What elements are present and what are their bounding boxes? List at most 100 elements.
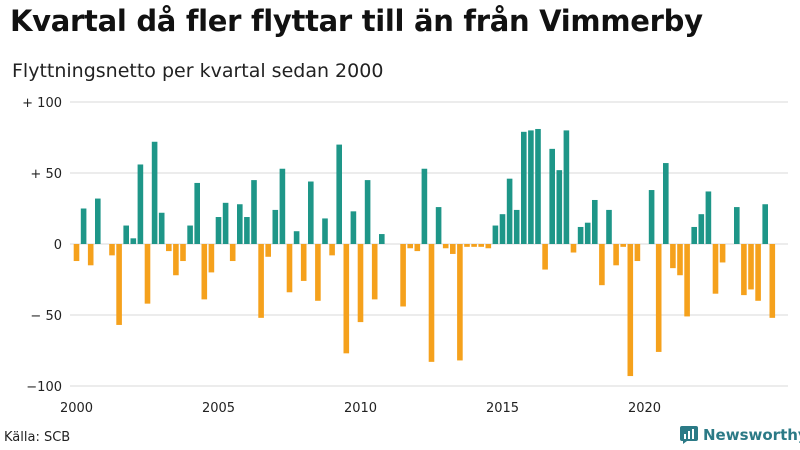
bar xyxy=(379,234,385,244)
bar xyxy=(357,244,364,323)
bar xyxy=(343,244,350,354)
x-tick-label: 2000 xyxy=(60,401,93,416)
bar xyxy=(421,168,428,244)
chart-logo-icon xyxy=(680,426,698,444)
brand-logo[interactable]: Newsworthy xyxy=(680,426,800,444)
bar xyxy=(464,244,470,247)
bar xyxy=(116,244,122,325)
bar xyxy=(755,244,761,301)
bar xyxy=(577,226,584,244)
y-tick-label: −100 xyxy=(26,380,62,395)
y-tick-label: − 50 xyxy=(30,309,62,324)
bar xyxy=(435,207,442,244)
bar xyxy=(492,225,499,244)
bar xyxy=(762,204,768,244)
chart-title: Kvartal då fler flyttar till än från Vim… xyxy=(10,4,703,38)
bar xyxy=(322,218,328,244)
x-axis-ticks: 2000 2005 2010 2015 2020 xyxy=(60,401,661,416)
bar xyxy=(485,244,492,249)
x-tick-label: 2010 xyxy=(344,401,377,416)
bar xyxy=(570,244,577,253)
bar xyxy=(400,244,406,307)
bar xyxy=(201,244,208,300)
bar xyxy=(258,244,264,318)
bar xyxy=(215,217,222,244)
bar xyxy=(734,207,740,244)
bar xyxy=(634,244,641,262)
bar xyxy=(293,231,300,244)
bar xyxy=(606,209,612,244)
bar xyxy=(251,180,257,244)
bar xyxy=(677,244,683,276)
source-note: Källa: SCB xyxy=(4,430,71,445)
bar xyxy=(670,244,676,269)
bar xyxy=(279,168,286,244)
bar xyxy=(222,202,229,244)
y-axis-ticks: + 100 + 50 0 − 50 −100 xyxy=(22,96,62,395)
bar xyxy=(499,214,506,244)
bar xyxy=(769,244,776,318)
bar xyxy=(229,244,236,262)
bar-chart: + 100 + 50 0 − 50 −100 2000 2005 2010 2015 2020 xyxy=(22,96,788,416)
bar xyxy=(471,244,477,247)
bar xyxy=(123,225,129,244)
bar xyxy=(648,190,655,244)
bar xyxy=(300,244,307,281)
bar xyxy=(556,170,563,244)
bar xyxy=(748,244,754,290)
bar xyxy=(208,244,215,273)
bar xyxy=(428,244,435,362)
bar xyxy=(506,178,513,244)
bar xyxy=(80,208,87,244)
bar xyxy=(187,225,193,244)
bar xyxy=(563,130,570,244)
bar xyxy=(308,181,314,244)
bar xyxy=(364,180,371,244)
bar xyxy=(73,244,80,262)
bar xyxy=(87,244,94,266)
bars xyxy=(73,128,776,377)
bar xyxy=(144,244,151,304)
bar xyxy=(95,198,101,244)
bar xyxy=(173,244,179,276)
bar xyxy=(584,222,591,244)
y-tick-label: + 50 xyxy=(30,167,62,182)
bar xyxy=(705,191,712,244)
bar xyxy=(137,164,144,244)
bar xyxy=(613,244,619,266)
bar xyxy=(627,244,634,377)
bar xyxy=(691,226,697,244)
x-tick-label: 2020 xyxy=(628,401,661,416)
bar xyxy=(457,244,463,361)
bar xyxy=(698,214,705,244)
bar xyxy=(414,244,421,252)
y-tick-label: + 100 xyxy=(22,96,62,111)
bar xyxy=(513,209,520,244)
bar xyxy=(478,244,484,247)
bar xyxy=(244,217,250,244)
bar xyxy=(329,244,335,256)
brand-name: Newsworthy xyxy=(703,426,800,444)
bar xyxy=(663,163,669,244)
bar xyxy=(592,199,598,244)
bar xyxy=(109,244,115,256)
bar xyxy=(684,244,690,317)
bar xyxy=(158,212,165,244)
bar xyxy=(350,211,357,244)
bar xyxy=(599,244,605,286)
chart-subtitle: Flyttningsnetto per kvartal sedan 2000 xyxy=(12,60,384,82)
x-tick-label: 2005 xyxy=(202,401,235,416)
bar xyxy=(407,244,413,249)
bar xyxy=(315,244,321,301)
bar xyxy=(130,238,137,244)
bar xyxy=(719,244,726,263)
x-tick-label: 2015 xyxy=(486,401,519,416)
bar xyxy=(549,148,555,244)
bar xyxy=(151,141,158,244)
bar xyxy=(194,182,200,244)
bar xyxy=(237,204,243,244)
bar xyxy=(655,244,662,352)
bar xyxy=(712,244,719,294)
bar xyxy=(286,244,293,293)
bar xyxy=(620,244,626,247)
